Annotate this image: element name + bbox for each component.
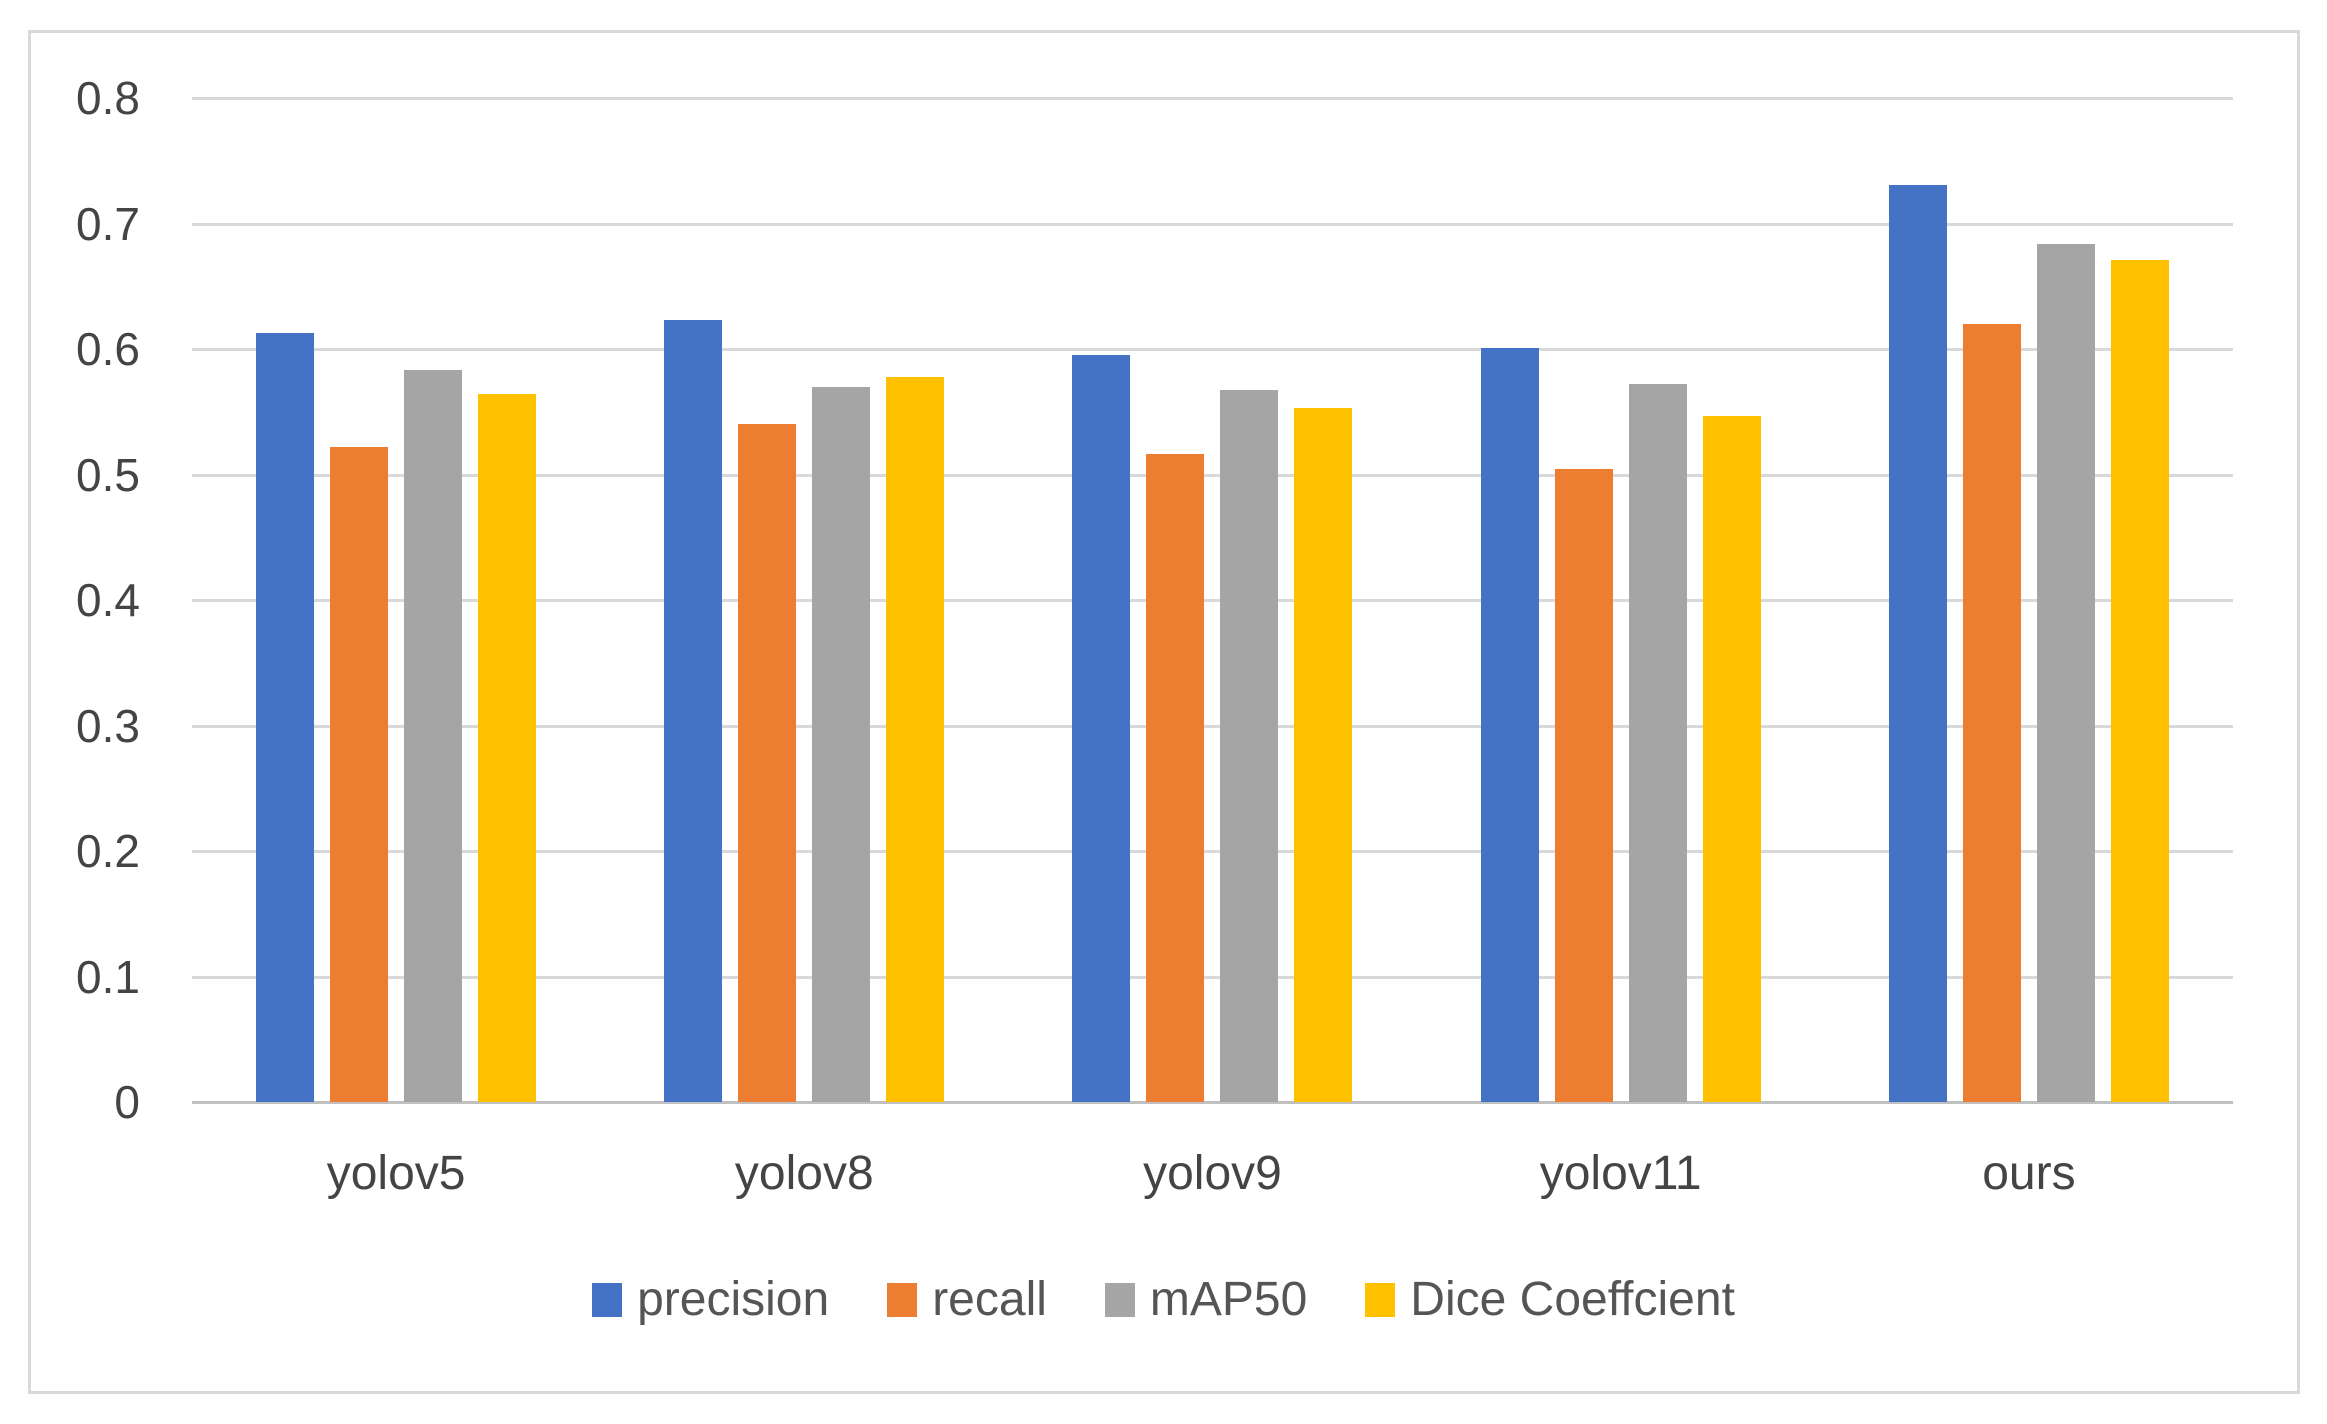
legend-swatch-map50	[1104, 1283, 1135, 1317]
legend-label: mAP50	[1149, 1273, 1308, 1326]
bar-dice-coeffcient-yolov9	[1294, 408, 1353, 1102]
category-group-yolov9	[1008, 98, 1416, 1102]
legend: precision recall mAP50 Dice Coeffcient	[0, 1262, 2327, 1338]
y-axis-tick-label: 0.1	[76, 950, 140, 1003]
legend-item-recall: recall	[887, 1262, 1047, 1338]
bar-precision-ours	[1888, 185, 1947, 1102]
y-axis-tick-label: 0.5	[76, 448, 140, 501]
legend-item-map50: mAP50	[1104, 1262, 1308, 1338]
x-axis-category-label: yolov11	[1539, 1147, 1702, 1200]
y-axis-tick-label: 0.2	[76, 825, 140, 877]
x-axis-category-label: ours	[1982, 1147, 2076, 1200]
gridline	[192, 348, 2233, 351]
bar-map50-ours	[2036, 244, 2095, 1102]
bar-dice-coeffcient-yolov5	[478, 394, 537, 1102]
y-axis-tick-label: 0.7	[76, 197, 140, 250]
y-axis: 0 0.1 0.2 0.3 0.4 0.5 0.6 0.7 0.8	[0, 72, 148, 1128]
bar-dice-coeffcient-ours	[2110, 260, 2169, 1102]
bar-recall-ours	[1962, 324, 2021, 1102]
bar-map50-yolov5	[404, 370, 463, 1102]
bar-map50-yolov9	[1220, 390, 1279, 1102]
bar-recall-yolov5	[330, 447, 389, 1102]
legend-label: Dice Coeffcient	[1410, 1273, 1735, 1326]
bar-recall-yolov11	[1554, 469, 1613, 1102]
gridline	[192, 473, 2233, 477]
legend-item-precision: precision	[592, 1262, 829, 1338]
x-axis-category-label: yolov9	[1143, 1147, 1282, 1200]
gridline	[192, 975, 2233, 979]
gridline	[192, 599, 2233, 602]
category-group-ours	[1825, 98, 2233, 1102]
legend-label: recall	[932, 1273, 1047, 1326]
y-axis-tick-label: 0	[114, 1076, 140, 1128]
bar-map50-yolov11	[1628, 384, 1687, 1102]
legend-item-dice-coeffcient: Dice Coeffcient	[1365, 1262, 1735, 1338]
y-axis-tick-label: 0.6	[76, 323, 140, 375]
axis-baseline	[192, 1101, 2233, 1104]
y-axis-tick-label: 0.3	[76, 699, 140, 752]
gridline	[192, 97, 2233, 100]
y-axis-tick-label: 0.4	[76, 574, 140, 626]
gridline	[192, 724, 2233, 728]
gridline	[192, 222, 2233, 226]
category-group-yolov5	[192, 98, 600, 1102]
bar-precision-yolov11	[1480, 348, 1539, 1102]
legend-swatch-precision	[592, 1283, 623, 1317]
gridline	[192, 850, 2233, 853]
bar-recall-yolov8	[738, 424, 797, 1102]
bar-precision-yolov9	[1072, 355, 1131, 1102]
bar-dice-coeffcient-yolov8	[886, 377, 945, 1102]
bar-precision-yolov8	[664, 320, 723, 1102]
category-group-yolov8	[600, 98, 1008, 1102]
bar-recall-yolov9	[1146, 454, 1205, 1102]
bar-map50-yolov8	[812, 387, 871, 1102]
category-group-yolov11	[1417, 98, 1825, 1102]
bar-precision-yolov5	[256, 333, 315, 1102]
plot-area	[192, 97, 2233, 1104]
x-axis-category-label: yolov5	[326, 1147, 466, 1200]
y-axis-tick-label: 0.8	[76, 72, 140, 124]
legend-swatch-dice-coeffcient	[1365, 1283, 1396, 1317]
legend-label: precision	[637, 1273, 830, 1326]
bar-dice-coeffcient-yolov11	[1702, 416, 1761, 1102]
x-axis: yolov5 yolov8 yolov9 yolov11 ours	[192, 1134, 2233, 1214]
legend-swatch-recall	[887, 1283, 918, 1317]
x-axis-category-label: yolov8	[734, 1147, 874, 1200]
